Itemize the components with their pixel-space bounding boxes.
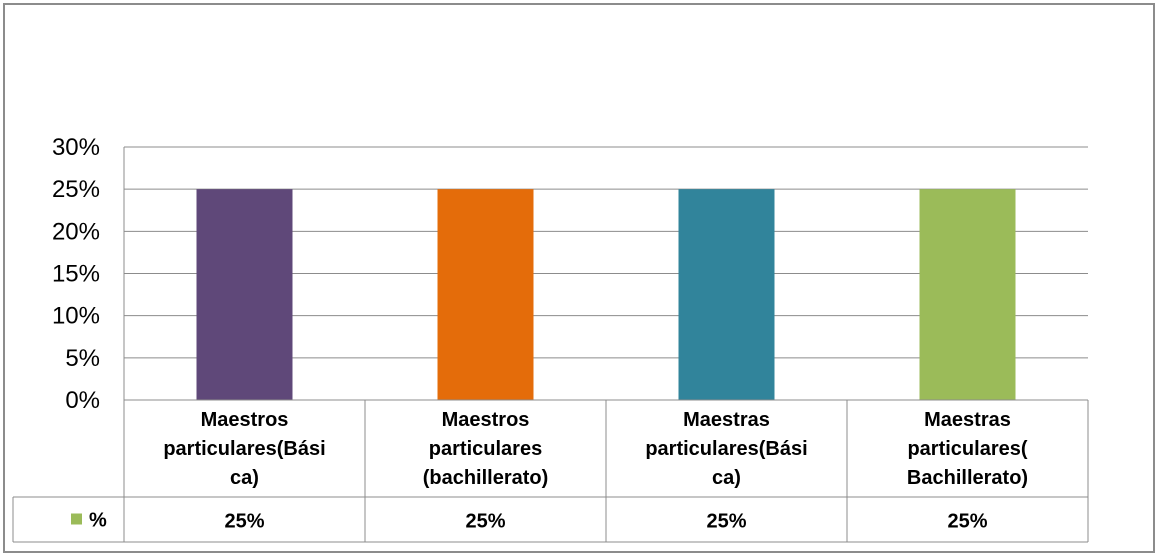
y-tick-label: 15%	[52, 261, 100, 288]
legend-label: %	[89, 510, 107, 532]
category-label: Maestras	[683, 409, 770, 431]
data-table-value: 25%	[947, 511, 987, 533]
data-table-value: 25%	[224, 511, 264, 533]
category-label: ca)	[712, 467, 741, 489]
category-label: particulares(Bási	[645, 438, 807, 460]
y-tick-label: 0%	[65, 387, 100, 414]
chart-frame: 0% 5% 10% 15% 20% 25% 30% Maestros particulares(…	[3, 3, 1155, 553]
bar-chart: 0%5%10%15%20%25%30%Maestrosparticulares(…	[12, 134, 1089, 543]
category-label: particulares(	[907, 438, 1027, 460]
legend-key	[71, 513, 82, 525]
data-table-value: 25%	[706, 511, 746, 533]
category-label: Bachillerato)	[907, 467, 1028, 489]
bar	[678, 189, 775, 400]
y-tick-label: 30%	[52, 134, 100, 161]
bar	[437, 189, 534, 400]
bar	[919, 189, 1016, 400]
category-label: Maestros	[201, 409, 289, 431]
category-label: Maestras	[924, 409, 1011, 431]
y-tick-label: 5%	[65, 345, 100, 372]
y-tick-label: 10%	[52, 303, 100, 330]
category-label: particulares(Bási	[163, 438, 325, 460]
category-label: particulares	[429, 438, 542, 460]
category-label: ca)	[230, 467, 259, 489]
y-tick-label: 20%	[52, 218, 100, 245]
y-tick-label: 25%	[52, 176, 100, 203]
category-label: Maestros	[442, 409, 530, 431]
bar	[196, 189, 293, 400]
category-label: (bachillerato)	[423, 467, 549, 489]
data-table-value: 25%	[465, 511, 505, 533]
